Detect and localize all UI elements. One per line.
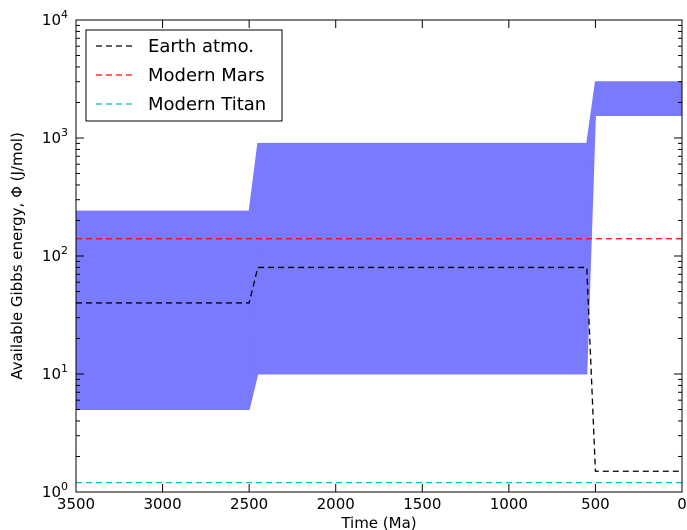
y-tick-label: 103 (42, 126, 68, 147)
legend-label: Modern Mars (148, 65, 265, 86)
x-tick-label: 1000 (490, 495, 528, 513)
legend: Earth atmo. Modern Mars Modern Titan (85, 29, 283, 122)
x-tick-label: 1500 (403, 495, 441, 513)
lines-layer (76, 238, 682, 484)
x-axis-label: Time (Ma) (340, 514, 416, 530)
legend-label: Modern Titan (148, 94, 266, 115)
tick-labels-layer: 3500 3000 2500 2000 1500 1000 500 0 100 101 102 103… (42, 8, 687, 513)
x-tick-label: 0 (677, 495, 687, 513)
legend-label: Earth atmo. (148, 36, 254, 57)
x-tick-label: 3000 (143, 495, 181, 513)
y-tick-label: 104 (42, 8, 68, 29)
ticks-layer (75, 19, 683, 493)
y-tick-label: 100 (42, 480, 68, 501)
x-tick-label: 500 (581, 495, 610, 513)
y-tick-label: 101 (42, 362, 68, 383)
series-line-0 (76, 266, 682, 472)
x-tick-label: 3500 (57, 495, 95, 513)
y-tick-label: 102 (42, 244, 68, 265)
y-axis-label: Available Gibbs energy, Φ (J/mol) (8, 132, 26, 380)
x-tick-label: 2500 (230, 495, 268, 513)
x-tick-label: 2000 (317, 495, 355, 513)
bands-layer (75, 81, 683, 411)
